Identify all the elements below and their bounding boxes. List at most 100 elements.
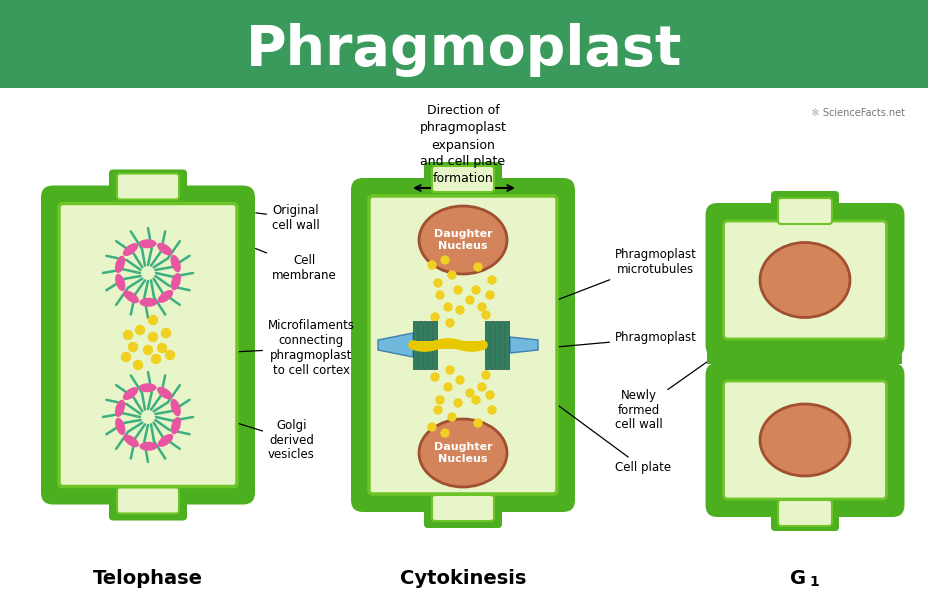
Ellipse shape	[171, 273, 181, 290]
FancyBboxPatch shape	[432, 495, 494, 521]
FancyBboxPatch shape	[117, 487, 179, 514]
Text: 1: 1	[808, 575, 818, 589]
Text: Direction of
phragmoplast
expansion
and cell plate
formation: Direction of phragmoplast expansion and …	[419, 104, 506, 185]
FancyBboxPatch shape	[423, 492, 501, 528]
Circle shape	[485, 291, 494, 299]
Bar	[707, 352, 901, 362]
Circle shape	[158, 343, 166, 352]
Ellipse shape	[115, 418, 125, 435]
Bar	[422, 321, 427, 369]
FancyBboxPatch shape	[41, 185, 254, 505]
Circle shape	[482, 311, 489, 319]
Bar	[484, 321, 488, 369]
Ellipse shape	[171, 417, 181, 434]
Circle shape	[123, 331, 133, 340]
Circle shape	[471, 396, 480, 404]
Circle shape	[471, 286, 480, 294]
Circle shape	[433, 406, 442, 414]
FancyBboxPatch shape	[117, 173, 179, 199]
Circle shape	[473, 419, 482, 427]
Circle shape	[445, 319, 454, 327]
Ellipse shape	[115, 256, 125, 273]
Bar	[0, 0, 928, 88]
Circle shape	[473, 263, 482, 271]
Circle shape	[445, 366, 454, 374]
Circle shape	[482, 371, 489, 379]
Circle shape	[428, 423, 435, 431]
FancyBboxPatch shape	[59, 203, 237, 487]
Ellipse shape	[171, 255, 181, 272]
Ellipse shape	[158, 434, 173, 447]
Circle shape	[454, 286, 461, 294]
FancyBboxPatch shape	[777, 198, 831, 224]
Circle shape	[487, 276, 496, 284]
Text: G: G	[789, 569, 806, 587]
Circle shape	[447, 413, 456, 421]
Bar	[707, 354, 901, 364]
FancyBboxPatch shape	[351, 178, 574, 512]
Ellipse shape	[123, 290, 139, 303]
Circle shape	[431, 373, 439, 381]
FancyBboxPatch shape	[109, 485, 187, 520]
Ellipse shape	[157, 387, 173, 400]
FancyBboxPatch shape	[432, 166, 494, 192]
Circle shape	[165, 350, 174, 359]
Circle shape	[466, 296, 473, 304]
Text: Newly
formed
cell wall: Newly formed cell wall	[614, 359, 710, 431]
FancyBboxPatch shape	[777, 500, 831, 526]
FancyBboxPatch shape	[770, 191, 838, 225]
FancyBboxPatch shape	[704, 203, 904, 357]
Bar	[499, 321, 504, 369]
Bar	[727, 356, 882, 361]
Bar	[428, 321, 432, 369]
FancyBboxPatch shape	[423, 162, 501, 198]
Ellipse shape	[138, 239, 157, 248]
Bar	[413, 341, 483, 349]
Circle shape	[447, 271, 456, 279]
Ellipse shape	[139, 442, 157, 451]
Circle shape	[456, 376, 463, 384]
Circle shape	[135, 325, 145, 335]
FancyBboxPatch shape	[770, 497, 838, 531]
Circle shape	[478, 303, 485, 311]
Circle shape	[441, 256, 448, 264]
Polygon shape	[378, 333, 413, 357]
Bar	[489, 321, 494, 369]
Text: Phragmoplast: Phragmoplast	[246, 23, 681, 77]
Text: Cell plate: Cell plate	[484, 352, 670, 475]
Ellipse shape	[115, 274, 125, 291]
FancyBboxPatch shape	[723, 221, 885, 339]
Ellipse shape	[419, 206, 507, 274]
Ellipse shape	[158, 290, 173, 303]
Bar	[413, 321, 417, 369]
Ellipse shape	[419, 419, 507, 487]
Text: Cytokinesis: Cytokinesis	[399, 569, 525, 587]
Ellipse shape	[122, 243, 138, 256]
Bar	[432, 321, 436, 369]
Text: Daughter
Nucleus: Daughter Nucleus	[433, 442, 492, 464]
Circle shape	[143, 346, 152, 355]
Ellipse shape	[139, 298, 157, 307]
Circle shape	[431, 313, 439, 321]
Bar	[495, 321, 498, 369]
Text: Cell
membrane: Cell membrane	[255, 248, 336, 282]
Circle shape	[466, 389, 473, 397]
Circle shape	[444, 383, 452, 391]
Circle shape	[433, 279, 442, 287]
Ellipse shape	[122, 387, 138, 400]
Circle shape	[441, 429, 448, 437]
FancyBboxPatch shape	[368, 196, 557, 494]
Text: Daughter
Nucleus: Daughter Nucleus	[433, 229, 492, 251]
Circle shape	[151, 355, 161, 364]
Circle shape	[487, 406, 496, 414]
Ellipse shape	[759, 242, 849, 317]
Bar	[505, 321, 509, 369]
Ellipse shape	[171, 399, 181, 416]
Text: Original
cell wall: Original cell wall	[255, 204, 319, 232]
Circle shape	[148, 316, 158, 325]
Ellipse shape	[157, 243, 173, 256]
Ellipse shape	[115, 400, 125, 417]
Circle shape	[456, 306, 463, 314]
Text: Microfilaments
connecting
phragmoplast
to cell cortex: Microfilaments connecting phragmoplast t…	[175, 319, 354, 377]
Ellipse shape	[123, 434, 139, 447]
